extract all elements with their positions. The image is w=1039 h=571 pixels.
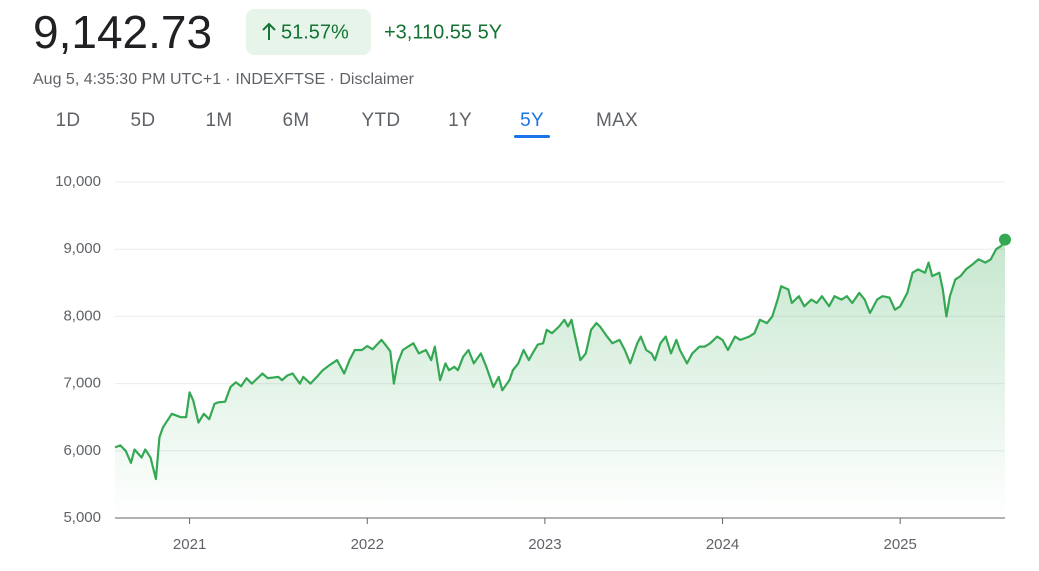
range-tab[interactable]: YTD — [362, 110, 401, 131]
y-tick-label: 6,000 — [63, 442, 101, 459]
range-tab[interactable]: 1Y — [448, 110, 472, 131]
x-tick-label: 2021 — [173, 536, 206, 553]
x-tick-label: 2024 — [706, 536, 739, 553]
y-tick-label: 10,000 — [55, 173, 101, 190]
y-tick-label: 7,000 — [63, 375, 101, 392]
up-arrow — [262, 22, 276, 40]
range-tab[interactable]: 6M — [283, 110, 310, 131]
range-tab[interactable]: 5Y — [520, 110, 544, 131]
x-tick-label: 2023 — [528, 536, 561, 553]
x-tick-label: 2022 — [351, 536, 384, 553]
subtitle: Aug 5, 4:35:30 PM UTC+1 · INDEXFTSE · Di… — [33, 71, 415, 88]
range-tab[interactable]: MAX — [596, 110, 638, 131]
line — [114, 239, 1006, 481]
y-tick-label: 8,000 — [63, 307, 101, 324]
x-tick-label: 2025 — [884, 536, 917, 553]
change-abs: +3,110.55 5Y — [384, 21, 502, 43]
range-tab[interactable]: 1M — [206, 110, 233, 131]
change-badge — [246, 9, 371, 55]
range-tab[interactable]: 5D — [131, 110, 156, 131]
range-tab[interactable]: 1D — [56, 110, 81, 131]
y-tick-label: 5,000 — [63, 509, 101, 526]
tabs: 1D 5D 1M 6M YTD 1Y 5Y MAX — [56, 110, 638, 138]
last-point — [999, 233, 1011, 246]
y-tick-label: 9,000 — [63, 240, 101, 257]
change-percent: 51.57% — [281, 21, 349, 43]
price: 9,142.73 — [33, 6, 212, 58]
plot: 5,000 6,000 7,000 8,000 9,000 10,000 2021 2022 2… — [55, 173, 1011, 553]
active-tab-underline — [514, 135, 550, 138]
area — [115, 239, 1005, 518]
